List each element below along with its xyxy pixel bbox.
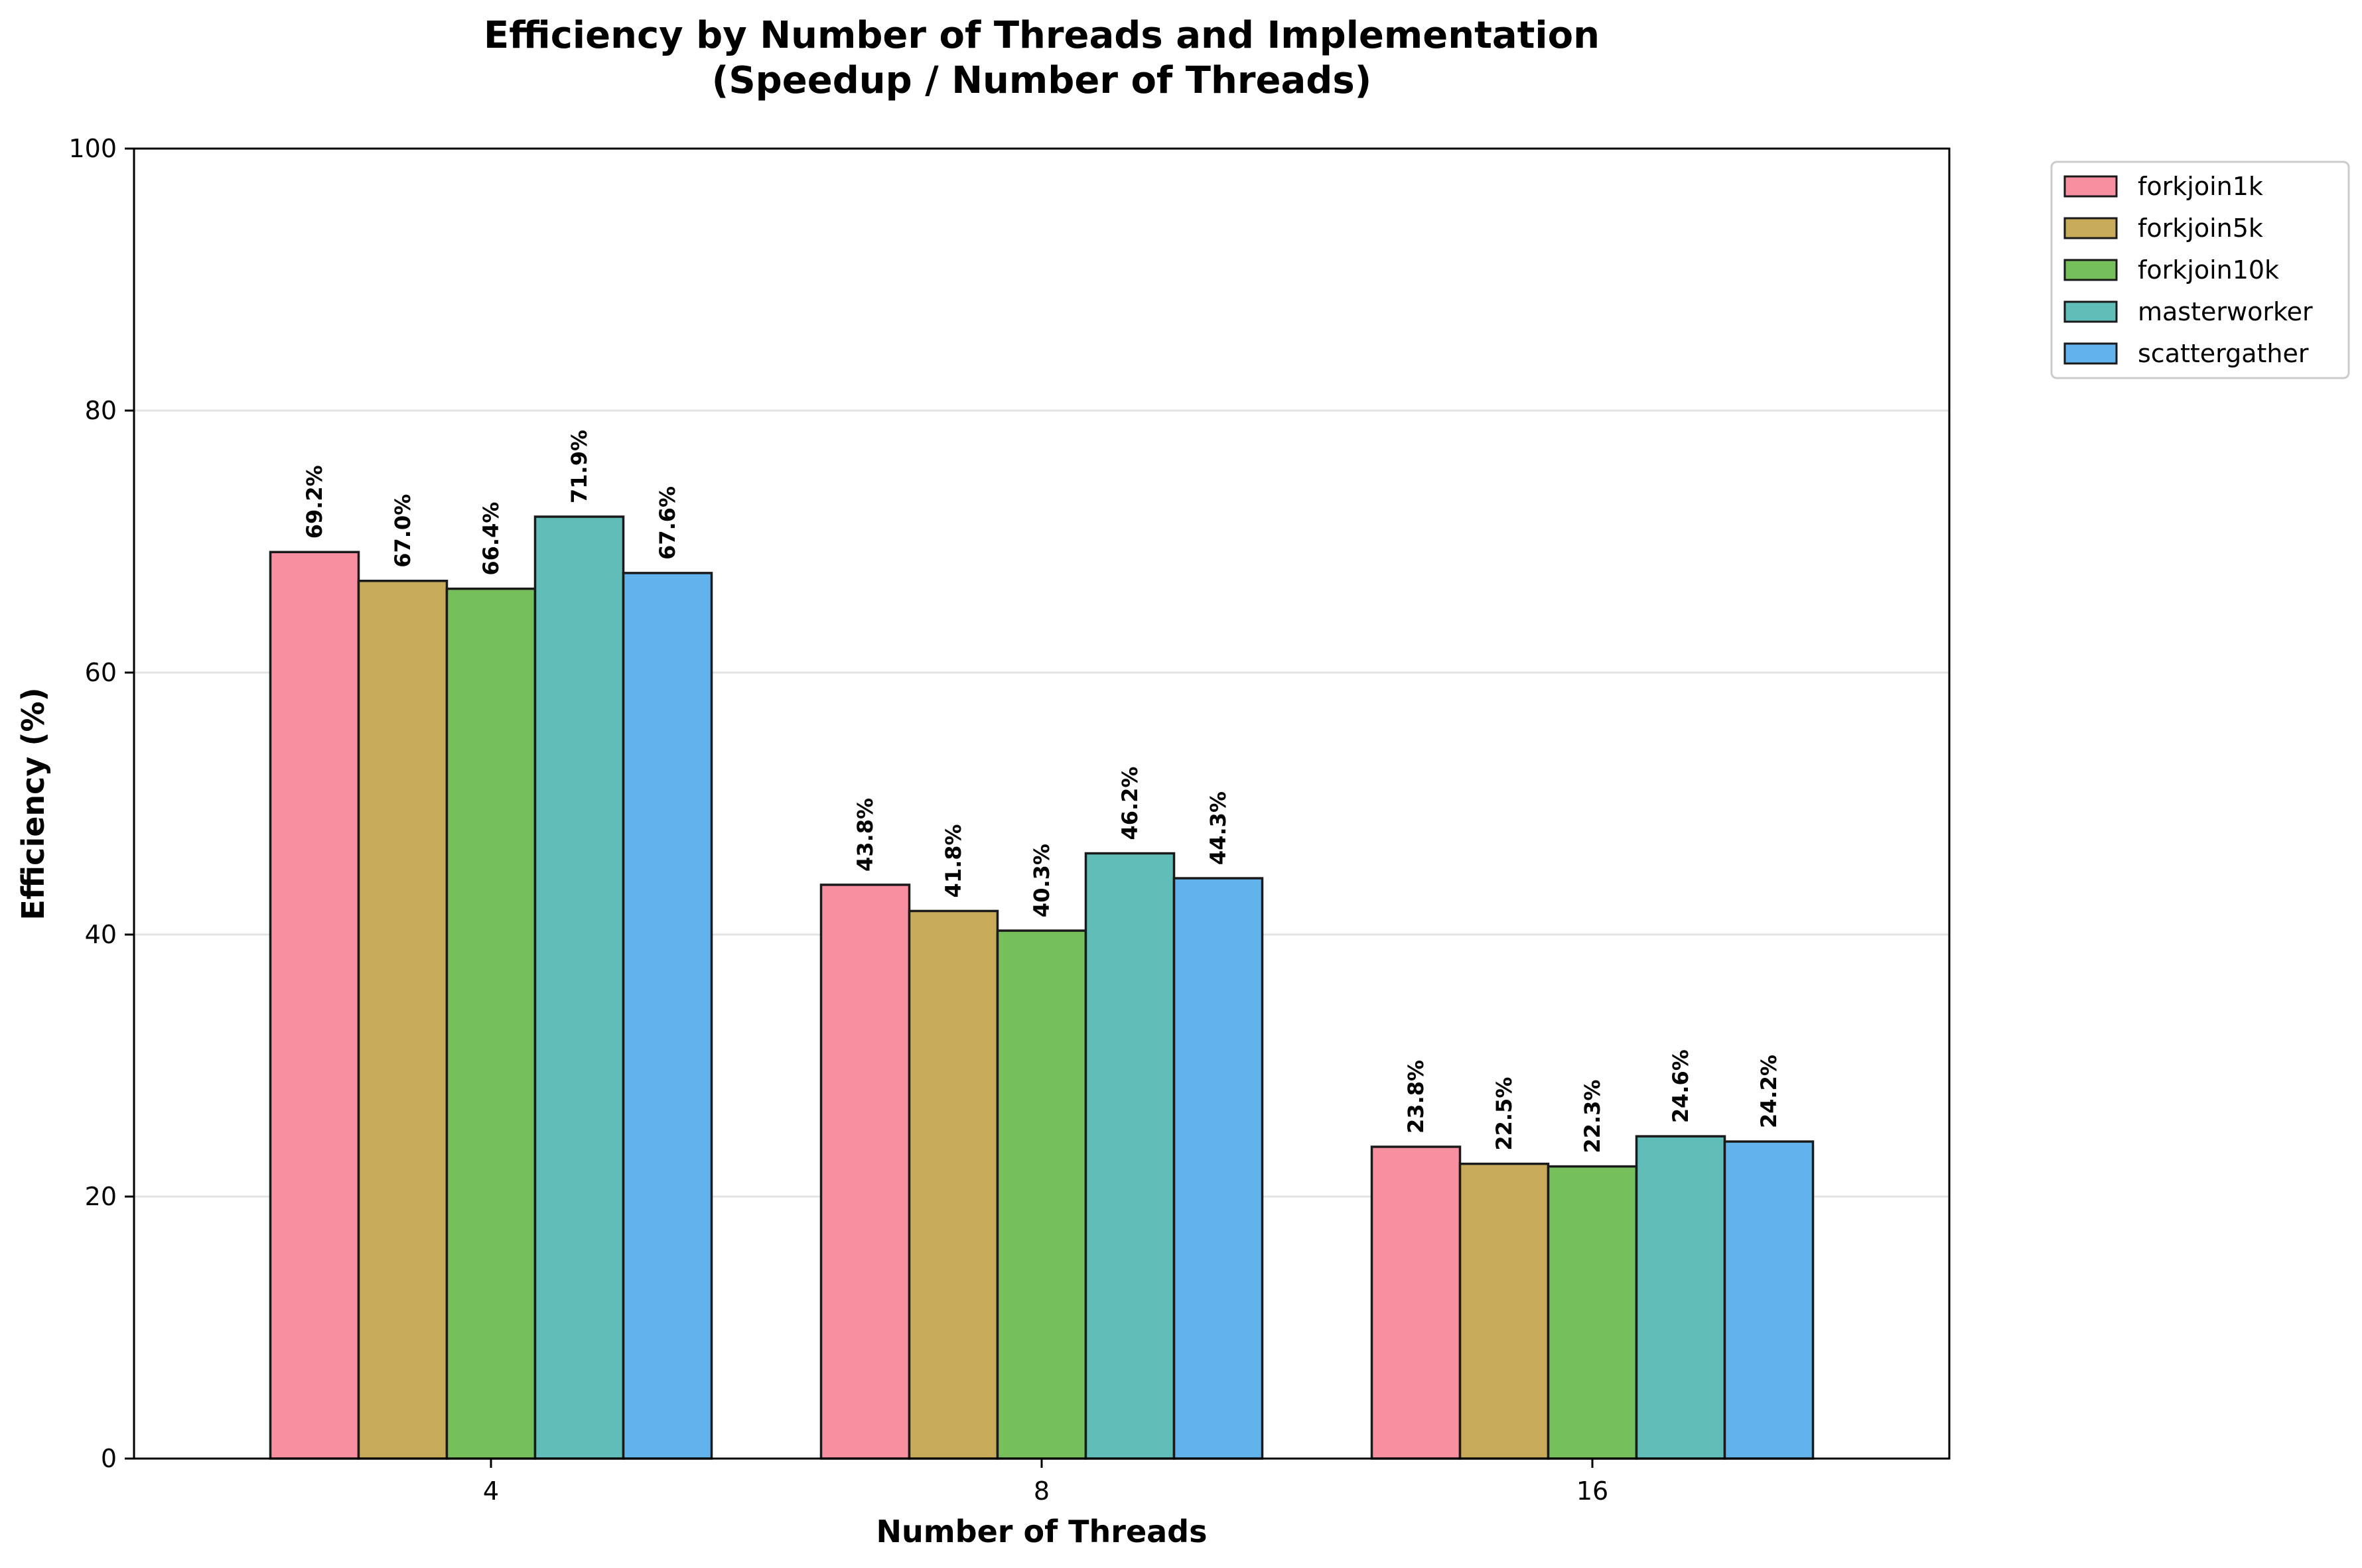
bar-scattergather-16 (1723, 1140, 1815, 1460)
x-axis-label: Number of Threads (876, 1514, 1208, 1549)
data-label-forkjoin1k-16: 23.8% (1403, 1060, 1428, 1134)
bar-masterworker-4 (533, 515, 625, 1460)
data-label-forkjoin5k-4: 67.0% (390, 494, 415, 568)
y-tick-label: 60 (85, 658, 117, 687)
y-tick-label: 100 (68, 134, 117, 163)
data-label-forkjoin10k-8: 40.3% (1029, 844, 1054, 917)
bar-forkjoin10k-4 (445, 587, 537, 1460)
chart-title-line2: (Speedup / Number of Threads) (712, 59, 1372, 102)
data-label-scattergather-4: 67.6% (655, 486, 680, 560)
bar-forkjoin10k-8 (996, 929, 1087, 1460)
data-label-masterworker-4: 71.9% (567, 430, 592, 503)
legend-frame (2050, 161, 2350, 379)
y-tick-label: 20 (85, 1182, 117, 1211)
legend-swatch-masterworker (2063, 300, 2118, 323)
legend-swatch-forkjoin1k (2063, 175, 2118, 198)
legend-label-forkjoin1k: forkjoin1k (2138, 172, 2263, 201)
data-labels: 69.2% 67.0% 66.4% 71.9% 67.6% 43.8% 41.8% 40.3%… (302, 430, 1781, 1153)
y-tick-label: 40 (85, 920, 117, 949)
bar-scattergather-4 (622, 572, 713, 1460)
bar-forkjoin1k-8 (819, 883, 911, 1460)
x-tick-label: 4 (483, 1476, 499, 1506)
legend-swatch-forkjoin10k (2063, 259, 2118, 281)
legend: forkjoin1k forkjoin5k forkjoin10k masterwor… (2050, 161, 2350, 379)
legend-label-forkjoin5k: forkjoin5k (2138, 214, 2263, 243)
bar-forkjoin5k-16 (1458, 1162, 1550, 1460)
bar-masterworker-16 (1635, 1135, 1726, 1460)
data-label-forkjoin5k-16: 22.5% (1492, 1077, 1517, 1151)
data-label-forkjoin1k-8: 43.8% (853, 798, 878, 872)
y-tick-label: 80 (85, 396, 117, 425)
data-label-forkjoin10k-4: 66.4% (478, 502, 504, 576)
y-axis-label: Efficiency (%) (15, 687, 51, 920)
data-label-scattergather-16: 24.2% (1756, 1055, 1781, 1128)
legend-swatch-scattergather (2063, 342, 2118, 365)
bars (269, 515, 1815, 1460)
x-tick-label: 8 (1034, 1476, 1050, 1506)
chart-title-line1: Efficiency by Number of Threads and Impl… (484, 14, 1600, 57)
bar-scattergather-8 (1172, 877, 1264, 1460)
data-label-forkjoin1k-4: 69.2% (302, 465, 327, 539)
bar-forkjoin10k-16 (1547, 1165, 1638, 1460)
legend-label-masterworker: masterworker (2138, 297, 2313, 326)
bar-forkjoin5k-8 (908, 909, 999, 1460)
y-tick-label: 0 (101, 1444, 117, 1473)
x-tick-label: 16 (1576, 1476, 1608, 1506)
bar-forkjoin5k-4 (357, 580, 449, 1460)
bar-forkjoin1k-4 (269, 551, 360, 1460)
data-label-forkjoin5k-8: 41.8% (941, 824, 966, 897)
x-axis-ticks: 4 8 16 (483, 1459, 1608, 1506)
data-label-masterworker-8: 46.2% (1117, 767, 1143, 840)
y-axis-ticks: 0 20 40 60 80 100 (68, 134, 134, 1473)
legend-swatch-forkjoin5k (2063, 217, 2118, 239)
data-label-forkjoin10k-16: 22.3% (1580, 1080, 1605, 1153)
data-label-scattergather-8: 44.3% (1206, 791, 1231, 865)
legend-label-forkjoin10k: forkjoin10k (2138, 255, 2279, 285)
legend-items: forkjoin1k forkjoin5k forkjoin10k masterwor… (2063, 172, 2313, 368)
bar-forkjoin1k-16 (1370, 1145, 1462, 1460)
bar-masterworker-8 (1084, 852, 1176, 1460)
legend-label-scattergather: scattergather (2138, 339, 2309, 368)
data-label-masterworker-16: 24.6% (1668, 1049, 1693, 1123)
